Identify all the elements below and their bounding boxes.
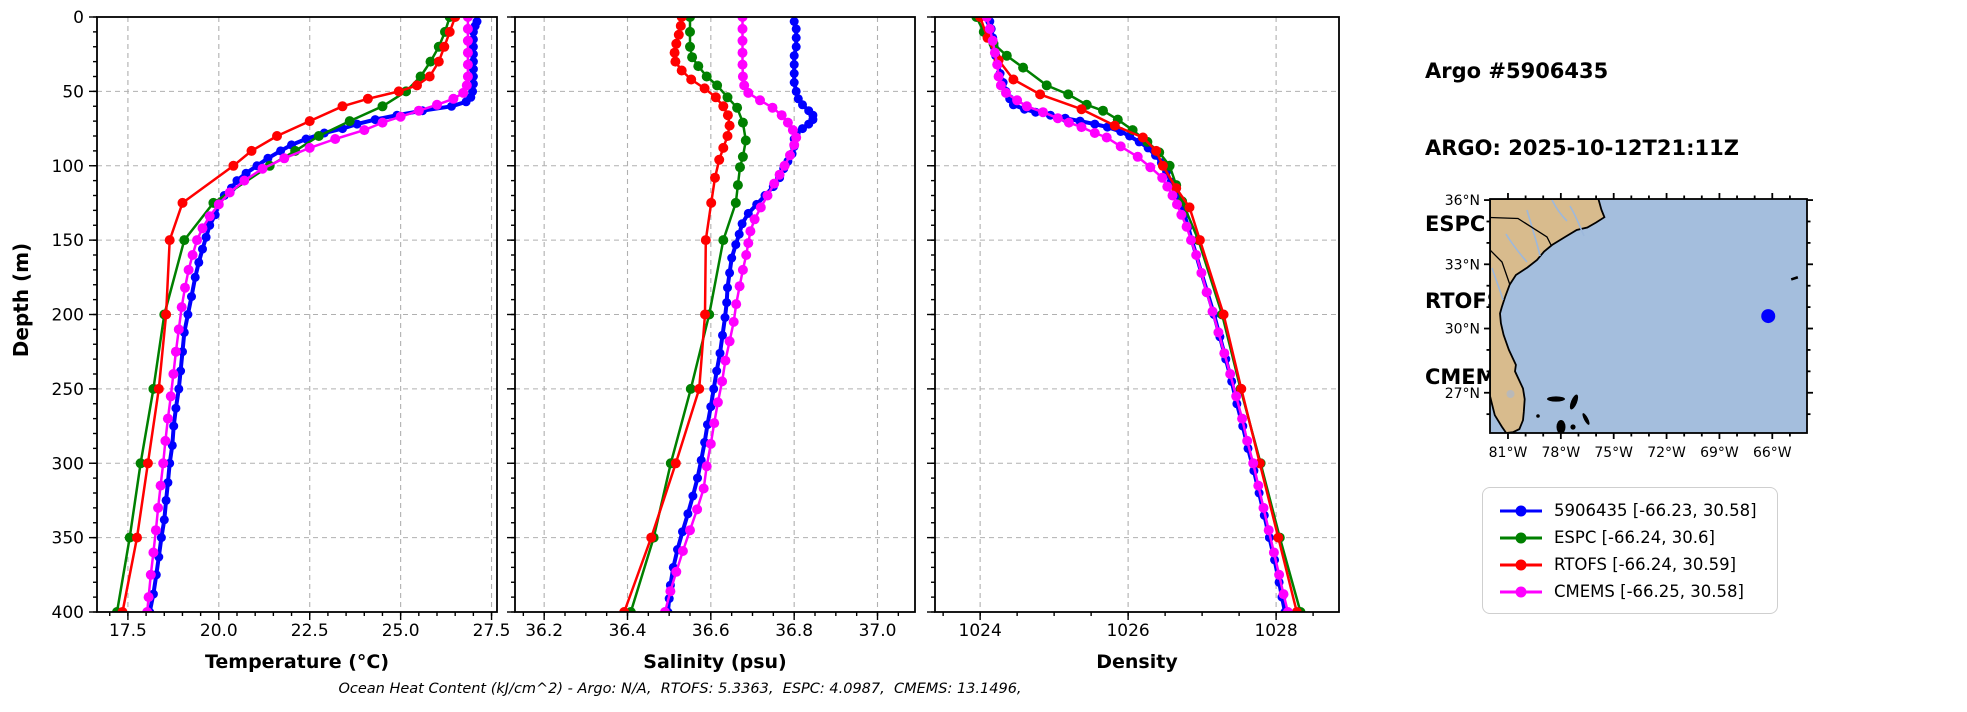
x-tick-label: 22.5 — [291, 621, 329, 641]
x-tick-label: 27.5 — [473, 621, 511, 641]
x-tick-label: 36.4 — [609, 621, 647, 641]
x-ticks — [109, 612, 493, 620]
depth-tick-label: 50 — [62, 82, 84, 102]
map-ticks — [1484, 193, 1813, 439]
x-ticks — [942, 612, 1314, 620]
depth-tick-label: 300 — [52, 454, 84, 474]
series-RTOFS-salinity — [619, 17, 735, 612]
gridlines — [515, 17, 915, 613]
depth-tick-label: 250 — [52, 380, 84, 400]
map-lat-label: 36°N — [1445, 193, 1480, 209]
rivers — [1491, 199, 1585, 301]
legend-line-sample — [1500, 586, 1542, 597]
salinity-axis-title: Salinity (psu) — [643, 651, 786, 673]
legend-item-label: RTOFS [-66.24, 30.59] — [1554, 555, 1737, 574]
depth-tick-label: 100 — [52, 157, 84, 177]
legend-item-cmems: CMEMS [-66.25, 30.58] — [1498, 578, 1777, 605]
x-tick-label: 20.0 — [200, 621, 238, 641]
x-tick-label: 36.6 — [692, 621, 730, 641]
location-map: 81°W 78°W 75°W 72°W 69°W 66°W 36°N 33°N 30°N 27°N — [1445, 193, 1813, 461]
series-RTOFS-temperature — [117, 17, 461, 612]
density-panel: 1024 1026 1028 Density — [927, 16, 1340, 673]
density-axis-title: Density — [1096, 651, 1178, 673]
float-title: Argo #5906435 — [1425, 59, 1609, 83]
legend-item-rtofs: RTOFS [-66.24, 30.59] — [1498, 551, 1777, 578]
x-tick-label: 36.8 — [775, 621, 813, 641]
map-lon-label: 66°W — [1753, 445, 1792, 461]
series-CMEMS-temperature — [142, 17, 473, 612]
depth-tick-label: 0 — [73, 8, 84, 28]
x-tick-label: 37.0 — [859, 621, 897, 641]
depth-tick-label: 350 — [52, 529, 84, 549]
legend-item-label: ESPC [-66.24, 30.6] — [1554, 528, 1715, 547]
legend-item-label: CMEMS [-66.25, 30.58] — [1554, 582, 1744, 601]
salinity-panel: 36.2 36.4 36.6 36.8 37.0 Salinity (psu) — [507, 16, 916, 673]
x-tick-label: 36.2 — [525, 621, 563, 641]
series-ESPC-temperature — [112, 17, 455, 612]
depth-tick-label: 150 — [52, 231, 84, 251]
y-ticks — [89, 16, 97, 613]
profile-plots: 17.5 20.0 22.5 25.0 27.5 0 50 100 150 200 250 300 35… — [9, 8, 1340, 673]
y-ticks — [507, 16, 515, 613]
x-tick-label: 1026 — [1106, 621, 1149, 641]
state-borders — [1490, 216, 1552, 286]
map-lon-label: 81°W — [1489, 445, 1528, 461]
legend: 5906435 [-66.23, 30.58] ESPC [-66.24, 30… — [1482, 487, 1778, 614]
argo-timestamp: ARGO: 2025-10-12T21:11Z — [1425, 135, 1739, 160]
x-tick-label: 25.0 — [382, 621, 420, 641]
islands — [1506, 276, 1799, 433]
map-lon-label: 72°W — [1647, 445, 1686, 461]
x-tick-label: 1028 — [1254, 621, 1297, 641]
map-lon-label: 75°W — [1594, 445, 1633, 461]
depth-tick-label: 200 — [52, 306, 84, 326]
series-CMEMS-density — [981, 17, 1293, 612]
x-ticks — [522, 612, 900, 620]
legend-item-label: 5906435 [-66.23, 30.58] — [1554, 501, 1757, 520]
x-tick-label: 1024 — [959, 621, 1002, 641]
float-location-marker — [1761, 309, 1776, 324]
legend-item-argo: 5906435 [-66.23, 30.58] — [1498, 497, 1777, 524]
map-lat-label: 30°N — [1445, 322, 1480, 338]
depth-axis-title: Depth (m) — [9, 243, 33, 357]
depth-tick-label: 400 — [52, 603, 84, 623]
map-lat-label: 33°N — [1445, 257, 1480, 273]
legend-item-espc: ESPC [-66.24, 30.6] — [1498, 524, 1777, 551]
legend-line-sample — [1500, 559, 1542, 570]
legend-line-sample — [1500, 532, 1542, 543]
y-ticks — [927, 16, 935, 613]
map-lon-label: 69°W — [1700, 445, 1739, 461]
x-tick-label: 17.5 — [109, 621, 147, 641]
temperature-panel: 17.5 20.0 22.5 25.0 27.5 0 50 100 150 200 250 300 35… — [52, 8, 511, 673]
gridlines — [935, 17, 1339, 613]
series-CMEMS-salinity — [660, 17, 802, 612]
map-lat-label: 27°N — [1445, 386, 1480, 402]
series-RTOFS-density — [975, 17, 1302, 612]
legend-line-sample — [1500, 505, 1542, 516]
map-lon-label: 78°W — [1542, 445, 1581, 461]
ohc-footer: Ocean Heat Content (kJ/cm^2) - Argo: N/A… — [338, 681, 1022, 697]
temperature-axis-title: Temperature (°C) — [205, 651, 389, 673]
